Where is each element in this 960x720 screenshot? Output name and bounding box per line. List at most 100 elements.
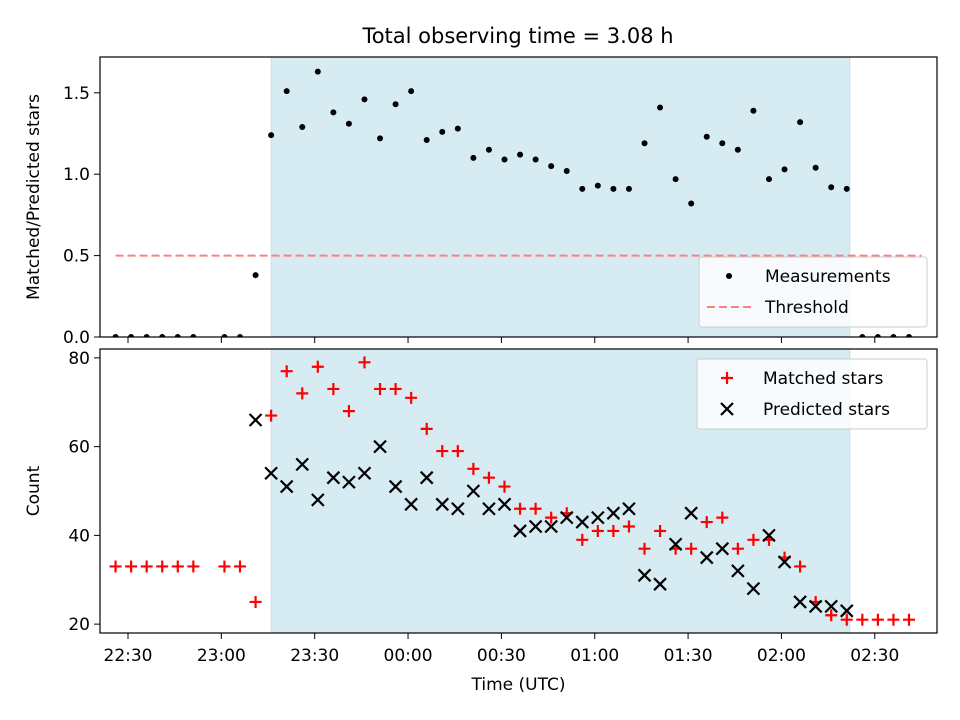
x-tick-label: 22:30 [104, 646, 153, 666]
data-point [218, 560, 231, 573]
legend-marker-cross [720, 402, 734, 416]
data-point [419, 470, 434, 485]
data-point [268, 132, 275, 139]
data-point [607, 524, 620, 537]
axes-frame [99, 348, 938, 634]
data-point [467, 462, 480, 475]
data-point [532, 156, 539, 163]
legend-box [696, 358, 928, 430]
data-point [264, 466, 278, 481]
data-point [747, 533, 760, 546]
legend-label: Measurements [765, 267, 891, 287]
y-axis-label: Count [24, 465, 44, 516]
x-tick-label: 01:30 [664, 646, 713, 666]
legend-label: Matched stars [763, 369, 883, 389]
data-point [451, 501, 465, 516]
x-tick-label: 23:30 [290, 646, 339, 666]
data-point [377, 135, 384, 142]
data-point [405, 391, 418, 404]
data-point [871, 613, 884, 626]
data-point [237, 334, 244, 337]
data-point [252, 272, 259, 279]
data-point [128, 334, 135, 337]
data-point [700, 516, 713, 529]
data-point [498, 480, 511, 493]
data-point [638, 542, 651, 555]
data-point [703, 133, 710, 140]
data-point [436, 445, 449, 458]
plot-area [112, 68, 922, 337]
x-tick-label: 00:30 [477, 646, 526, 666]
data-point [529, 502, 542, 515]
legend-label: Predicted stars [763, 400, 890, 420]
data-point [653, 577, 667, 591]
data-point [314, 68, 321, 75]
data-point [548, 163, 555, 170]
y-axis-label: Matched/Predicted stars [24, 94, 44, 300]
data-point [684, 506, 698, 520]
data-point [361, 96, 368, 103]
data-point [685, 542, 698, 555]
data-point [545, 511, 558, 524]
data-point [793, 595, 807, 609]
data-point [672, 176, 679, 183]
data-point [750, 107, 757, 114]
data-point [606, 506, 621, 520]
data-point [283, 88, 290, 95]
data-point [357, 466, 372, 481]
data-point [221, 334, 228, 337]
data-point [296, 387, 309, 400]
x-tick-label: 23:00 [197, 646, 246, 666]
y-tick-label: 40 [68, 526, 90, 546]
data-point [625, 185, 632, 192]
series-measurements [112, 68, 912, 337]
data-point [374, 382, 387, 395]
data-point [591, 524, 604, 537]
data-point [392, 101, 399, 108]
data-point [746, 581, 761, 596]
data-point [470, 154, 477, 161]
data-point [762, 528, 776, 543]
y-tick-label: 1.0 [63, 165, 90, 185]
data-point [579, 185, 586, 192]
data-point [765, 176, 772, 183]
y-tick-label: 20 [68, 615, 90, 635]
data-point [423, 137, 430, 144]
data-point [856, 613, 869, 626]
data-point [482, 501, 496, 516]
legend-marker-plus [721, 372, 733, 384]
bottom-panel-counts: 20 40 60 80 22:30 23:00 23:30 00:00 00:30 01:00 01… [24, 348, 938, 695]
data-point [874, 334, 881, 337]
data-point [249, 595, 262, 608]
y-tick-label: 1.5 [63, 84, 90, 104]
data-point [439, 128, 446, 135]
data-point [575, 515, 590, 529]
data-point [824, 599, 838, 614]
data-point [719, 140, 726, 147]
data-point [358, 356, 371, 369]
series-predicted-stars [248, 413, 854, 618]
data-point [342, 405, 355, 418]
data-point [657, 104, 664, 111]
data-point [466, 484, 481, 498]
data-point [373, 439, 387, 454]
data-point [716, 511, 729, 524]
x-tick-label: 01:00 [570, 646, 619, 666]
x-tick-label: 02:30 [850, 646, 899, 666]
data-point [731, 542, 744, 555]
data-point [594, 182, 601, 189]
x-axis-label: Time (UTC) [471, 675, 566, 695]
x-tick-label: 00:00 [384, 646, 433, 666]
data-point [327, 382, 340, 395]
data-point [513, 524, 527, 538]
data-point [777, 555, 792, 569]
legend: Matched stars Predicted stars [696, 358, 928, 430]
data-point [688, 200, 695, 207]
data-point [563, 167, 570, 174]
data-point [641, 140, 648, 147]
data-point [808, 599, 823, 614]
axes-frame [99, 56, 938, 338]
data-point [279, 479, 294, 494]
data-point [544, 519, 558, 534]
data-point [342, 475, 356, 489]
